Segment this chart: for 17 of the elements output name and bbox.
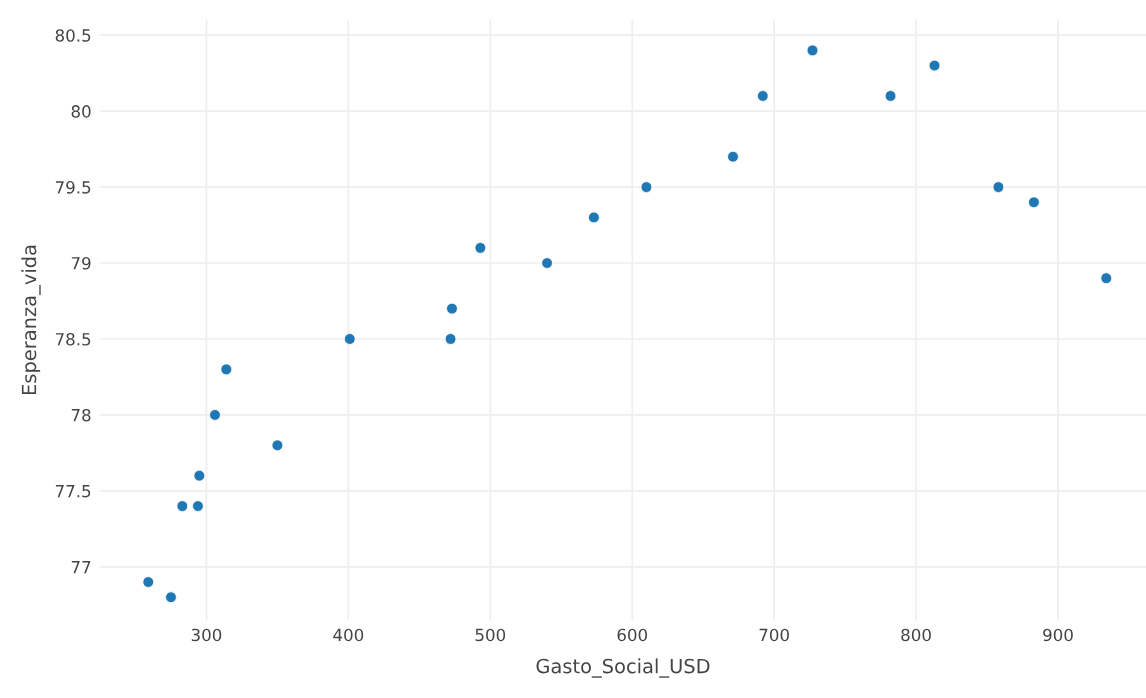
x-tick-label: 600 xyxy=(617,628,648,642)
x-tick-label: 300 xyxy=(191,628,222,642)
y-tick-label: 80.5 xyxy=(55,29,91,42)
y-tick-label: 79.5 xyxy=(55,181,91,194)
y-tick-label: 80 xyxy=(71,105,91,118)
x-axis-title: Gasto_Social_USD xyxy=(536,658,710,678)
y-tick-label: 78.5 xyxy=(55,332,91,346)
y-tick-label: 78 xyxy=(71,408,91,422)
y-axis-title: Esperanza_vida xyxy=(21,245,41,395)
x-tick-label: 800 xyxy=(901,628,931,642)
y-tick-label: 77 xyxy=(71,561,91,574)
x-tick-label: 400 xyxy=(333,628,364,642)
y-tick-label: 77.5 xyxy=(55,485,91,498)
x-tick-label: 500 xyxy=(475,628,506,642)
y-tick-label: 79 xyxy=(71,257,91,270)
x-tick-label: 900 xyxy=(1043,628,1073,642)
x-tick-label: 700 xyxy=(759,628,789,642)
